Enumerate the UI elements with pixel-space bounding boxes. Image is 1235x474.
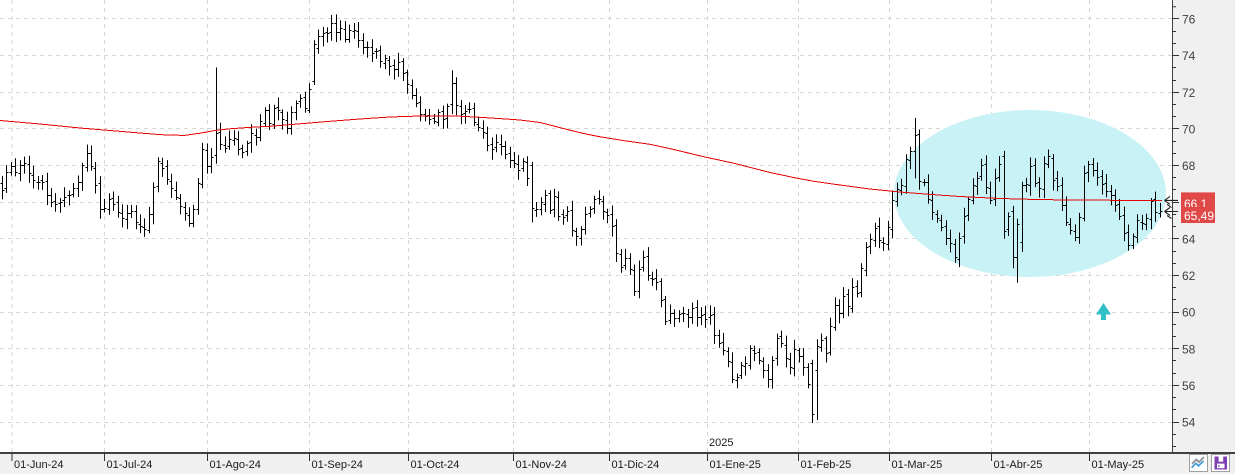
- svg-text:70: 70: [1182, 122, 1196, 136]
- svg-text:01-Oct-24: 01-Oct-24: [411, 459, 460, 471]
- svg-text:01-Nov-24: 01-Nov-24: [516, 459, 567, 471]
- svg-text:01-Feb-25: 01-Feb-25: [801, 459, 852, 471]
- svg-text:01-May-25: 01-May-25: [1092, 459, 1145, 471]
- svg-text:76: 76: [1182, 13, 1196, 27]
- svg-text:2025: 2025: [709, 437, 733, 449]
- svg-text:01-Dic-24: 01-Dic-24: [612, 459, 660, 471]
- svg-text:01-Sep-24: 01-Sep-24: [312, 459, 363, 471]
- svg-text:01-Mar-25: 01-Mar-25: [892, 459, 943, 471]
- svg-text:68: 68: [1182, 159, 1196, 173]
- svg-text:74: 74: [1182, 49, 1196, 63]
- svg-text:01-Jun-24: 01-Jun-24: [14, 459, 64, 471]
- svg-text:01-Jul-24: 01-Jul-24: [107, 459, 153, 471]
- svg-text:01-Abr-25: 01-Abr-25: [994, 459, 1043, 471]
- svg-text:54: 54: [1182, 416, 1196, 430]
- svg-text:01-Ago-24: 01-Ago-24: [210, 459, 261, 471]
- svg-text:64: 64: [1182, 232, 1196, 246]
- svg-text:62: 62: [1182, 269, 1196, 283]
- svg-text:58: 58: [1182, 342, 1196, 356]
- svg-text:56: 56: [1182, 379, 1196, 393]
- svg-text:65,49: 65,49: [1184, 209, 1214, 223]
- svg-text:60: 60: [1182, 306, 1196, 320]
- svg-text:01-Ene-25: 01-Ene-25: [710, 459, 761, 471]
- svg-text:72: 72: [1182, 86, 1196, 100]
